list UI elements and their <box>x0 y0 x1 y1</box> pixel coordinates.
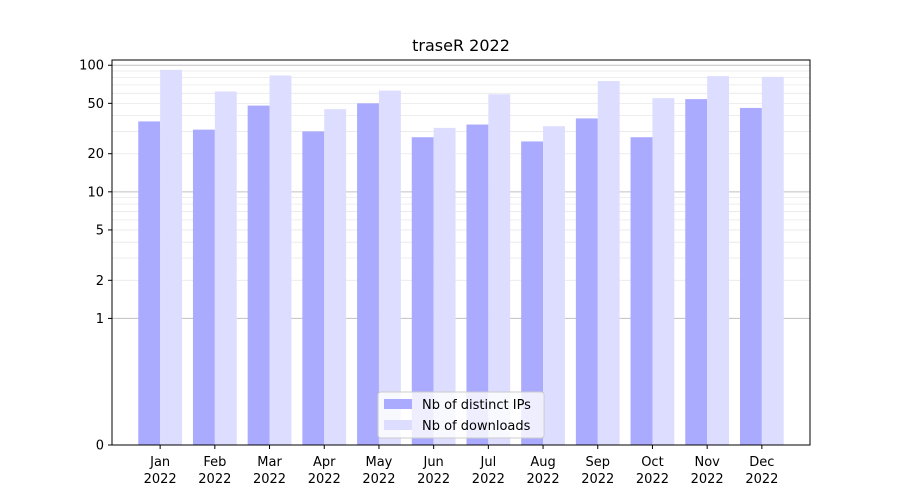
plot-frame <box>111 59 811 446</box>
bar-distinct-ips <box>302 131 325 445</box>
y-tick-label: 50 <box>87 97 104 112</box>
x-axis: Jan 2022 Feb 2022 Mar 2022 Apr 2022 May 2022 Jun 20… <box>144 445 778 487</box>
x-tick-label: Dec 2022 <box>745 455 778 487</box>
bar-downloads <box>269 75 292 446</box>
y-tick-label: 2 <box>96 274 104 289</box>
y-tick-label: 20 <box>87 147 104 162</box>
bar-downloads <box>488 94 511 446</box>
bar-downloads <box>543 126 565 446</box>
x-tick-label: Jan 2022 <box>144 455 177 487</box>
x-tick-label: Aug 2022 <box>527 455 560 487</box>
bar-downloads <box>214 91 237 445</box>
legend-swatch <box>384 420 412 430</box>
legend-label: Nb of downloads <box>422 419 531 434</box>
chart-title: traseR 2022 <box>412 36 510 55</box>
y-tick-label: 100 <box>79 59 104 74</box>
bar-downloads <box>707 76 730 446</box>
bar-distinct-ips <box>192 129 215 445</box>
bar-downloads <box>324 109 347 446</box>
y-tick-label: 1 <box>96 312 104 327</box>
legend-box <box>377 391 545 439</box>
bar-distinct-ips <box>466 124 489 445</box>
y-axis: 0 1 2 5 10 20 50 100 <box>79 59 112 454</box>
bar-downloads <box>433 127 456 445</box>
bar-distinct-ips <box>247 105 270 446</box>
y-tick-label: 10 <box>87 185 104 200</box>
bar-distinct-ips <box>138 121 161 445</box>
bar-distinct-ips <box>521 141 544 445</box>
x-tick-label: Oct 2022 <box>636 455 669 487</box>
legend-swatch <box>384 399 412 409</box>
x-tick-label: Mar 2022 <box>253 455 286 487</box>
x-tick-label: Jun 2022 <box>417 455 450 487</box>
bar-distinct-ips <box>739 107 762 446</box>
x-tick-label: Apr 2022 <box>308 455 341 487</box>
x-tick-label: Feb 2022 <box>198 455 231 487</box>
bar-distinct-ips <box>630 137 653 446</box>
y-tick-label: 5 <box>96 223 104 238</box>
bar-distinct-ips <box>411 137 434 446</box>
x-tick-label: Jul 2022 <box>472 455 505 487</box>
x-tick-label: Sep 2022 <box>581 455 614 487</box>
legend-label: Nb of distinct IPs <box>422 398 531 413</box>
legend: Nb of distinct IPs Nb of downloads <box>377 391 545 439</box>
bar-distinct-ips <box>357 103 379 445</box>
bar-downloads <box>652 98 675 445</box>
bar-distinct-ips <box>575 118 598 445</box>
bars <box>138 69 784 446</box>
bar-distinct-ips <box>685 99 708 445</box>
y-tick-label: 0 <box>96 439 104 454</box>
bar-downloads <box>597 81 620 445</box>
bar-downloads <box>160 69 183 446</box>
bar-downloads <box>378 90 401 445</box>
x-tick-label: Nov 2022 <box>691 455 724 487</box>
x-tick-label: May 2022 <box>362 455 395 487</box>
bar-downloads <box>761 76 784 446</box>
